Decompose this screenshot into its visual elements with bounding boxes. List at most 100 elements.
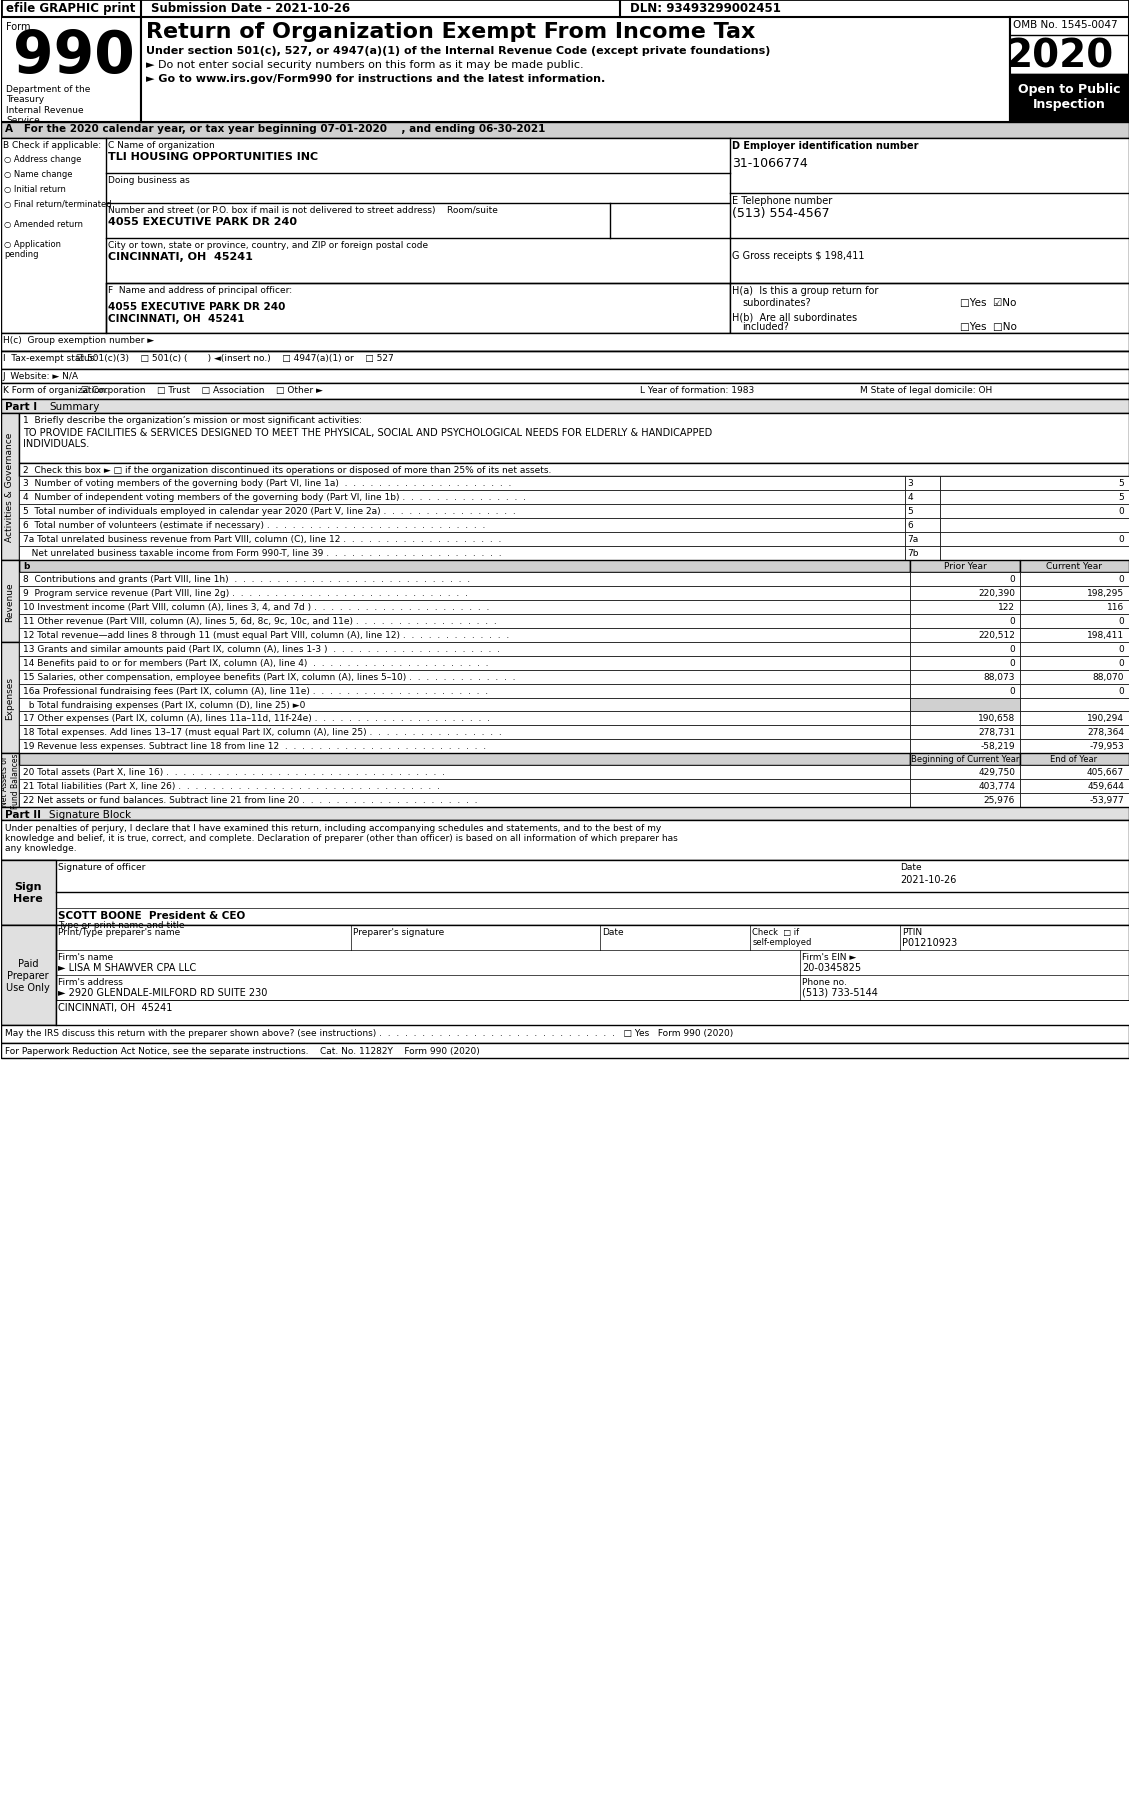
Text: ► Do not enter social security numbers on this form as it may be made public.: ► Do not enter social security numbers o… (146, 60, 584, 70)
Text: subordinates?: subordinates? (743, 298, 811, 307)
Text: Activities & Governance: Activities & Governance (6, 432, 15, 542)
Bar (19, 766, 910, 779)
Bar (910, 726, 1021, 739)
Text: 220,390: 220,390 (978, 589, 1015, 598)
Text: B Check if applicable:: B Check if applicable: (3, 141, 102, 150)
Text: 4: 4 (908, 493, 913, 502)
Bar (19, 629, 910, 643)
Text: Signature Block: Signature Block (49, 810, 131, 820)
Text: 278,364: 278,364 (1087, 728, 1124, 737)
Text: 12 Total revenue—add lines 8 through 11 (must equal Part VIII, column (A), line : 12 Total revenue—add lines 8 through 11 … (23, 631, 509, 640)
Bar (19, 548, 905, 560)
Text: 198,295: 198,295 (1087, 589, 1124, 598)
Text: SCOTT BOONE  President & CEO: SCOTT BOONE President & CEO (58, 911, 245, 920)
Text: Net unrelated business taxable income from Form 990-T, line 39 .  .  .  .  .  . : Net unrelated business taxable income fr… (23, 549, 501, 558)
Text: 0: 0 (1009, 645, 1015, 654)
Bar (1021, 629, 1129, 643)
Text: Current Year: Current Year (1047, 562, 1102, 571)
Bar (19, 464, 1129, 477)
Bar (1021, 754, 1129, 766)
Bar (910, 670, 1021, 685)
Bar (910, 699, 1021, 712)
Bar (730, 284, 1129, 334)
Bar (910, 560, 1021, 573)
Bar (940, 504, 1129, 519)
Text: Preparer's signature: Preparer's signature (352, 927, 444, 936)
Bar (19, 414, 1129, 464)
Text: b: b (23, 562, 29, 571)
Bar (1, 334, 1129, 352)
Bar (19, 519, 905, 533)
Bar (141, 18, 1010, 123)
Bar (905, 548, 940, 560)
Bar (19, 477, 905, 492)
Text: DLN: 93493299002451: DLN: 93493299002451 (630, 2, 781, 14)
Bar (910, 573, 1021, 587)
Bar (1, 820, 1129, 860)
Bar (56, 1001, 1129, 1025)
Text: any knowledge.: any knowledge. (5, 844, 77, 853)
Text: City or town, state or province, country, and ZIP or foreign postal code: City or town, state or province, country… (108, 240, 428, 249)
Bar (940, 492, 1129, 504)
Bar (19, 754, 910, 766)
Bar (910, 685, 1021, 699)
Text: b Total fundraising expenses (Part IX, column (D), line 25) ►0: b Total fundraising expenses (Part IX, c… (23, 701, 305, 710)
Bar (910, 629, 1021, 643)
Text: 13 Grants and similar amounts paid (Part IX, column (A), lines 1-3 )  .  .  .  .: 13 Grants and similar amounts paid (Part… (23, 645, 500, 654)
Bar (19, 779, 910, 793)
Text: 0: 0 (1118, 687, 1124, 696)
Text: Prior Year: Prior Year (944, 562, 987, 571)
Text: 31-1066774: 31-1066774 (733, 157, 808, 170)
Text: ○ Amended return: ○ Amended return (3, 220, 82, 229)
Text: 16a Professional fundraising fees (Part IX, column (A), line 11e) .  .  .  .  . : 16a Professional fundraising fees (Part … (23, 687, 488, 696)
Text: End of Year: End of Year (1050, 755, 1097, 764)
Bar (940, 533, 1129, 548)
Text: efile GRAPHIC print: efile GRAPHIC print (6, 2, 135, 14)
Bar (940, 548, 1129, 560)
Text: 9  Program service revenue (Part VIII, line 2g) .  .  .  .  .  .  .  .  .  .  . : 9 Program service revenue (Part VIII, li… (23, 589, 467, 598)
Text: L Year of formation: 1983: L Year of formation: 1983 (640, 385, 754, 394)
Text: 429,750: 429,750 (978, 768, 1015, 777)
Text: (513) 733-5144: (513) 733-5144 (803, 987, 878, 997)
Text: Paid
Preparer
Use Only: Paid Preparer Use Only (6, 960, 50, 992)
Text: 2021-10-26: 2021-10-26 (900, 875, 956, 884)
Text: 11 Other revenue (Part VIII, column (A), lines 5, 6d, 8c, 9c, 10c, and 11e) .  .: 11 Other revenue (Part VIII, column (A),… (23, 616, 497, 625)
Text: 116: 116 (1106, 604, 1124, 611)
Bar (1021, 560, 1129, 573)
Text: Return of Organization Exempt From Income Tax: Return of Organization Exempt From Incom… (146, 22, 755, 42)
Text: CINCINNATI, OH  45241: CINCINNATI, OH 45241 (58, 1003, 173, 1012)
Bar (106, 284, 730, 334)
Bar (19, 587, 910, 600)
Bar (905, 519, 940, 533)
Bar (1021, 685, 1129, 699)
Bar (19, 560, 910, 573)
Bar (910, 793, 1021, 808)
Text: 6: 6 (908, 520, 913, 529)
Text: G Gross receipts $ 198,411: G Gross receipts $ 198,411 (733, 251, 865, 260)
Bar (1, 925, 1129, 1025)
Text: ○ Initial return: ○ Initial return (3, 184, 65, 193)
Text: Under penalties of perjury, I declare that I have examined this return, includin: Under penalties of perjury, I declare th… (5, 824, 662, 833)
Bar (19, 699, 910, 712)
Text: 0: 0 (1118, 575, 1124, 584)
Text: ○ Final return/terminated: ○ Final return/terminated (3, 201, 112, 210)
Bar (19, 573, 910, 587)
Text: 7a Total unrelated business revenue from Part VIII, column (C), line 12 .  .  . : 7a Total unrelated business revenue from… (23, 535, 501, 544)
Text: F  Name and address of principal officer:: F Name and address of principal officer: (108, 286, 292, 295)
Text: P01210923: P01210923 (902, 938, 957, 947)
Text: 25,976: 25,976 (983, 795, 1015, 804)
Bar (1, 383, 1129, 399)
Text: 4  Number of independent voting members of the governing body (Part VI, line 1b): 4 Number of independent voting members o… (23, 493, 526, 502)
Text: 990: 990 (12, 27, 134, 85)
Text: 4055 EXECUTIVE PARK DR 240: 4055 EXECUTIVE PARK DR 240 (108, 217, 297, 228)
Bar (1, 352, 1129, 370)
Text: May the IRS discuss this return with the preparer shown above? (see instructions: May the IRS discuss this return with the… (5, 1028, 733, 1037)
Text: Date: Date (603, 927, 624, 936)
Bar (19, 793, 910, 808)
Text: 0: 0 (1009, 658, 1015, 667)
Bar (1, 808, 1129, 820)
Bar (1, 1043, 1129, 1059)
Text: 14 Benefits paid to or for members (Part IX, column (A), line 4)  .  .  .  .  . : 14 Benefits paid to or for members (Part… (23, 658, 489, 667)
Text: ○ Name change: ○ Name change (3, 170, 72, 179)
Text: J  Website: ► N/A: J Website: ► N/A (3, 372, 79, 381)
